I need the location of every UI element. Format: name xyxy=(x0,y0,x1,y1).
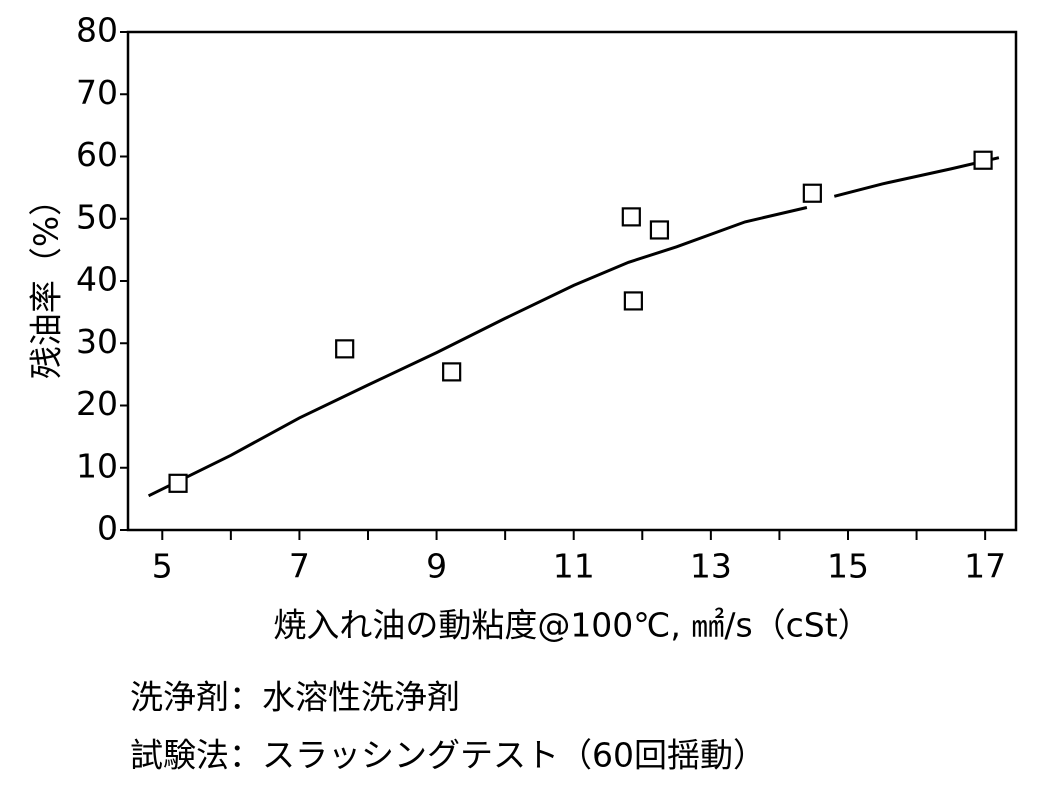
note: 洗浄剤：水溶性洗浄剤 xyxy=(130,678,460,717)
note: 試験法：スラッシングテスト（60回揺動） xyxy=(130,736,766,775)
point xyxy=(442,362,462,382)
x-tick-label: 11 xyxy=(553,547,595,586)
plot-frame xyxy=(126,30,1018,532)
x-tick-label: 13 xyxy=(690,547,732,586)
y-axis-label: 残油率（%） xyxy=(27,183,66,379)
y-tick-label: 30 xyxy=(76,322,118,361)
y-tick-label: 60 xyxy=(76,135,118,174)
y-tick-label: 20 xyxy=(76,384,118,423)
y-tick-label: 0 xyxy=(97,509,118,548)
y-tick-label: 70 xyxy=(76,73,118,112)
point xyxy=(649,220,670,240)
x-tick-label: 7 xyxy=(289,547,310,586)
point xyxy=(621,207,641,227)
point xyxy=(973,150,993,170)
y-tick-label: 80 xyxy=(76,11,118,50)
point xyxy=(168,473,188,493)
x-tick-label: 17 xyxy=(964,547,1006,586)
fit-line xyxy=(147,156,1000,498)
y-tick-label: 40 xyxy=(76,260,118,299)
y-tick-label: 10 xyxy=(76,446,118,485)
x-tick-label: 9 xyxy=(426,547,447,586)
y-tick-label: 50 xyxy=(76,197,118,236)
point xyxy=(623,291,643,311)
x-tick-label: 5 xyxy=(152,547,173,586)
point xyxy=(802,183,822,203)
x-tick-label: 15 xyxy=(827,547,869,586)
point xyxy=(335,339,355,359)
x-axis-label: 焼入れ油の動粘度@100℃, ㎟/s（cSt） xyxy=(273,606,870,645)
